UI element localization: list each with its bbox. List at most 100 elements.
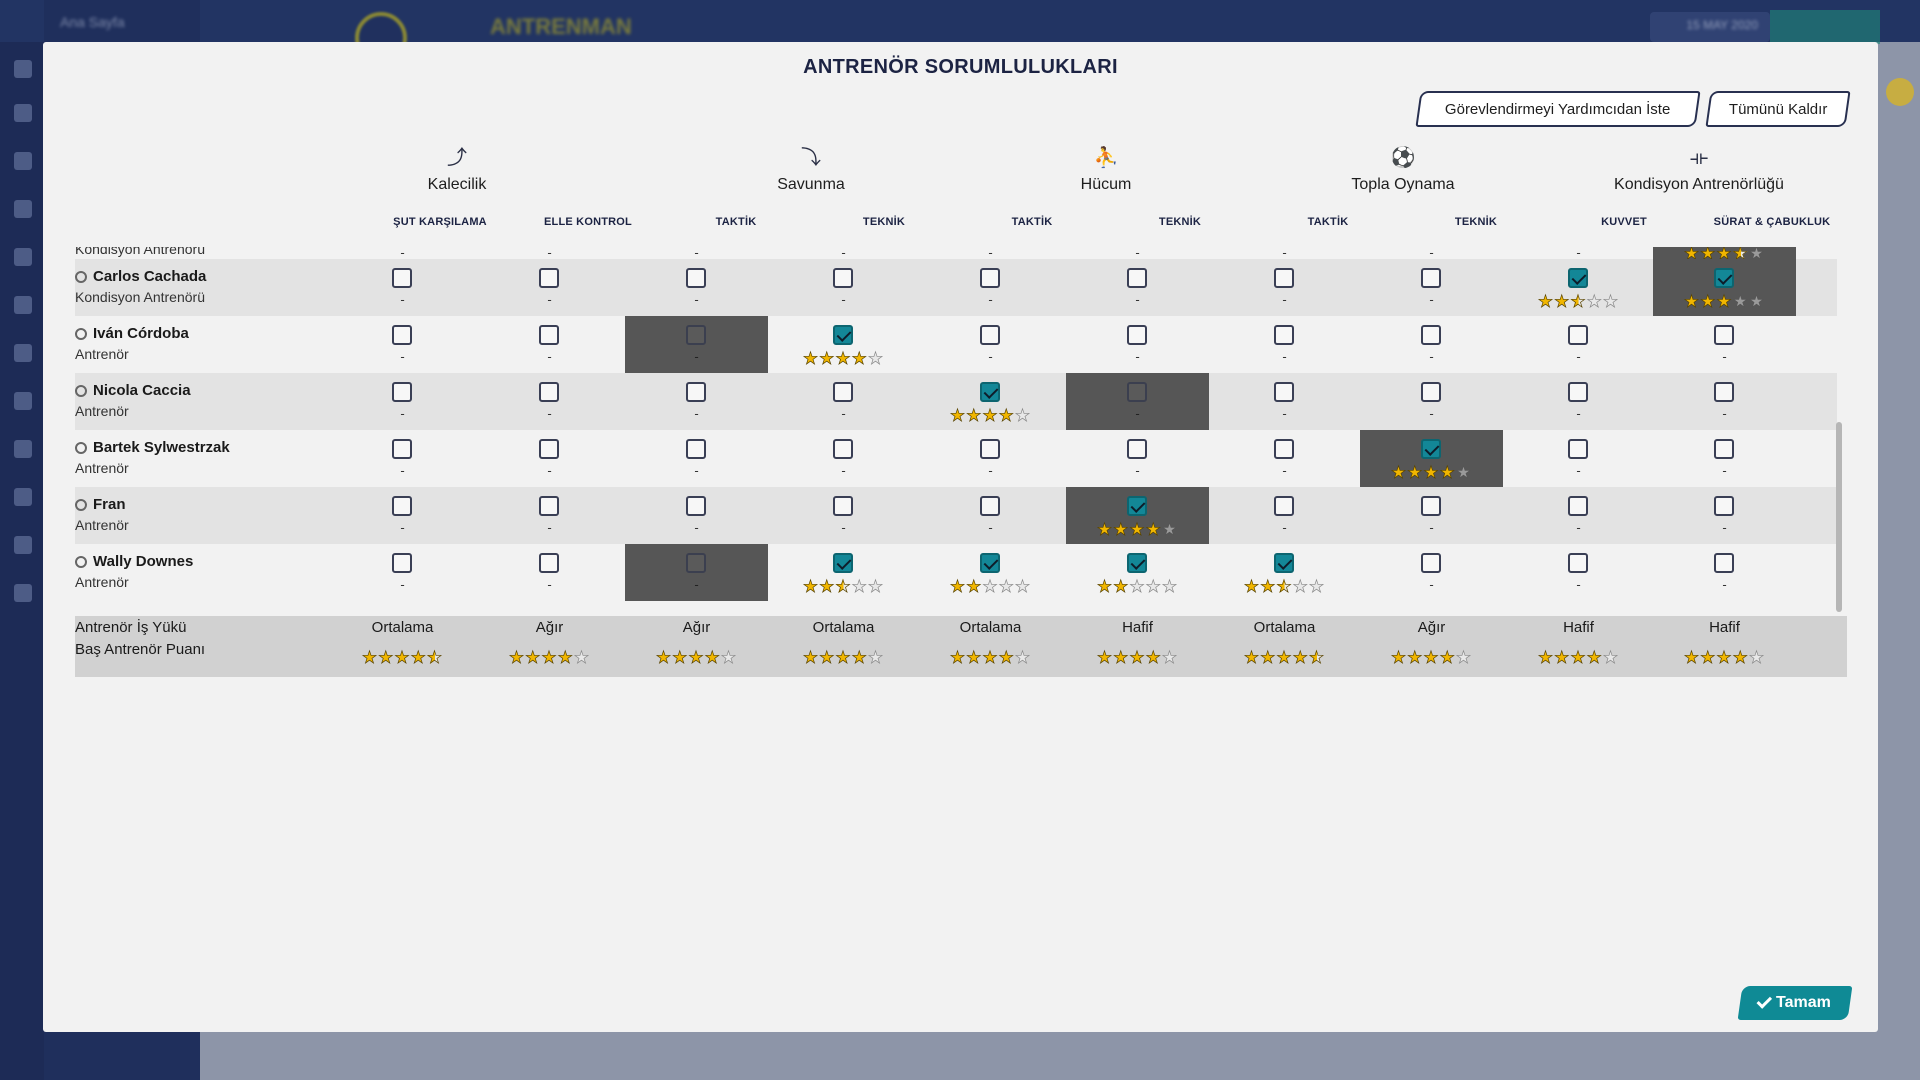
checkbox[interactable] bbox=[1714, 496, 1734, 516]
responsibility-cell[interactable]: - bbox=[331, 544, 474, 601]
column-header[interactable]: KUVVET bbox=[1601, 216, 1647, 228]
checkbox[interactable] bbox=[833, 496, 853, 516]
ask-assistant-button[interactable]: Görevlendirmeyi Yardımcıdan İste bbox=[1415, 91, 1701, 127]
responsibility-cell[interactable]: - bbox=[478, 487, 621, 544]
checkbox[interactable] bbox=[1421, 496, 1441, 516]
checkbox-checked[interactable] bbox=[1127, 496, 1147, 516]
checkbox[interactable] bbox=[1274, 268, 1294, 288]
checkbox-checked[interactable] bbox=[980, 553, 1000, 573]
responsibility-cell[interactable]: - bbox=[625, 259, 768, 316]
checkbox[interactable] bbox=[686, 439, 706, 459]
responsibility-cell[interactable]: - bbox=[625, 247, 768, 260]
responsibility-cell[interactable]: - bbox=[1507, 544, 1650, 601]
checkbox[interactable] bbox=[980, 496, 1000, 516]
column-header[interactable]: ŞUT KARŞILAMA bbox=[393, 216, 487, 228]
checkbox[interactable] bbox=[1127, 325, 1147, 345]
responsibility-cell[interactable]: ★★★★★ bbox=[1360, 430, 1503, 487]
checkbox[interactable] bbox=[686, 268, 706, 288]
checkbox[interactable] bbox=[1127, 439, 1147, 459]
checkbox-checked[interactable] bbox=[833, 325, 853, 345]
checkbox[interactable] bbox=[539, 382, 559, 402]
checkbox[interactable] bbox=[686, 553, 706, 573]
column-header[interactable]: TAKTİK bbox=[1011, 216, 1053, 228]
responsibility-cell[interactable]: - bbox=[478, 373, 621, 430]
checkbox[interactable] bbox=[1714, 553, 1734, 573]
coach-name[interactable]: Bartek Sylwestrzak bbox=[75, 439, 230, 456]
responsibility-cell[interactable]: - bbox=[1360, 373, 1503, 430]
checkbox[interactable] bbox=[539, 268, 559, 288]
responsibility-cell[interactable]: - bbox=[1213, 316, 1356, 373]
checkbox[interactable] bbox=[833, 268, 853, 288]
responsibility-cell[interactable]: - bbox=[625, 373, 768, 430]
checkbox[interactable] bbox=[1127, 382, 1147, 402]
responsibility-cell[interactable]: - bbox=[1653, 316, 1796, 373]
responsibility-cell[interactable]: - bbox=[1360, 316, 1503, 373]
checkbox[interactable] bbox=[1421, 382, 1441, 402]
checkbox[interactable] bbox=[686, 325, 706, 345]
responsibility-cell[interactable]: ★★★★★ bbox=[1653, 247, 1796, 263]
checkbox-checked[interactable] bbox=[1127, 553, 1147, 573]
checkbox[interactable] bbox=[1274, 439, 1294, 459]
responsibility-cell[interactable]: - bbox=[1360, 247, 1503, 260]
checkbox-checked[interactable] bbox=[833, 553, 853, 573]
checkbox[interactable] bbox=[1274, 382, 1294, 402]
responsibility-cell[interactable]: - bbox=[1507, 373, 1650, 430]
checkbox[interactable] bbox=[980, 268, 1000, 288]
responsibility-cell[interactable]: - bbox=[1066, 373, 1209, 430]
coach-name[interactable]: Fran bbox=[75, 496, 126, 513]
coach-name[interactable]: Nicola Caccia bbox=[75, 382, 191, 399]
responsibility-cell[interactable]: ★★★★★ bbox=[1653, 259, 1796, 316]
responsibility-cell[interactable]: - bbox=[331, 487, 474, 544]
responsibility-cell[interactable]: ★★★★★ bbox=[1066, 544, 1209, 601]
responsibility-cell[interactable]: - bbox=[478, 430, 621, 487]
checkbox[interactable] bbox=[1421, 553, 1441, 573]
column-header[interactable]: TAKTİK bbox=[715, 216, 757, 228]
responsibility-cell[interactable]: - bbox=[1066, 259, 1209, 316]
responsibility-cell[interactable]: - bbox=[1653, 430, 1796, 487]
responsibility-cell[interactable]: - bbox=[1507, 316, 1650, 373]
checkbox[interactable] bbox=[833, 439, 853, 459]
checkbox-checked[interactable] bbox=[1274, 553, 1294, 573]
responsibility-cell[interactable]: - bbox=[919, 259, 1062, 316]
column-header[interactable]: TEKNİK bbox=[1158, 216, 1202, 228]
checkbox[interactable] bbox=[686, 382, 706, 402]
responsibility-cell[interactable]: - bbox=[1066, 430, 1209, 487]
table-scrollbar[interactable] bbox=[1836, 422, 1842, 612]
responsibility-cell[interactable]: - bbox=[1213, 487, 1356, 544]
responsibility-cell[interactable]: - bbox=[1360, 259, 1503, 316]
responsibility-cell[interactable]: - bbox=[772, 259, 915, 316]
responsibility-cell[interactable]: - bbox=[919, 247, 1062, 260]
coach-name[interactable]: Carlos Cachada bbox=[75, 268, 206, 285]
responsibility-cell[interactable]: ★★★★★ bbox=[772, 316, 915, 373]
responsibility-cell[interactable]: - bbox=[772, 247, 915, 260]
checkbox[interactable] bbox=[1568, 439, 1588, 459]
checkbox[interactable] bbox=[392, 382, 412, 402]
responsibility-cell[interactable]: - bbox=[331, 430, 474, 487]
column-header[interactable]: TEKNİK bbox=[1454, 216, 1498, 228]
column-header[interactable]: SÜRAT & ÇABUKLUK bbox=[1713, 216, 1831, 228]
checkbox-checked[interactable] bbox=[980, 382, 1000, 402]
responsibility-cell[interactable]: ★★★★★ bbox=[772, 544, 915, 601]
coach-name[interactable]: Wally Downes bbox=[75, 553, 193, 570]
responsibility-cell[interactable]: ★★★★★ bbox=[1507, 259, 1650, 316]
checkbox-checked[interactable] bbox=[1714, 268, 1734, 288]
responsibility-cell[interactable]: - bbox=[919, 316, 1062, 373]
responsibility-cell[interactable]: - bbox=[1360, 544, 1503, 601]
responsibility-cell[interactable]: ★★★★★ bbox=[1066, 487, 1209, 544]
responsibility-cell[interactable]: - bbox=[919, 487, 1062, 544]
checkbox[interactable] bbox=[539, 325, 559, 345]
column-header[interactable]: TAKTİK bbox=[1307, 216, 1349, 228]
responsibility-cell[interactable]: - bbox=[1213, 373, 1356, 430]
responsibility-cell[interactable]: - bbox=[1507, 487, 1650, 544]
checkbox[interactable] bbox=[1568, 325, 1588, 345]
checkbox[interactable] bbox=[1274, 496, 1294, 516]
checkbox[interactable] bbox=[1568, 496, 1588, 516]
responsibility-cell[interactable]: ★★★★★ bbox=[1213, 544, 1356, 601]
responsibility-cell[interactable]: - bbox=[478, 544, 621, 601]
checkbox[interactable] bbox=[539, 439, 559, 459]
ok-button[interactable]: Tamam bbox=[1737, 986, 1853, 1020]
checkbox[interactable] bbox=[392, 325, 412, 345]
remove-all-button[interactable]: Tümünü Kaldır bbox=[1705, 91, 1851, 127]
responsibility-cell[interactable]: - bbox=[1213, 259, 1356, 316]
checkbox[interactable] bbox=[1568, 553, 1588, 573]
